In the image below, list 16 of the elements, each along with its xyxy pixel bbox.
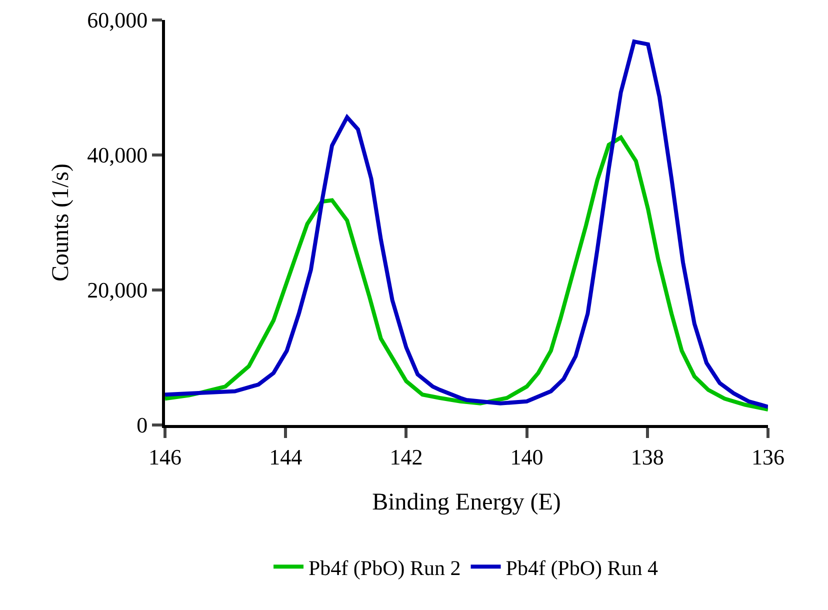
x-tick-label: 142 (390, 444, 423, 470)
x-tick-label: 140 (510, 444, 544, 470)
x-axis-title: Binding Energy (E) (372, 490, 561, 516)
y-tick-label: 40,000 (87, 142, 148, 168)
legend-label: Pb4f (PbO) Run 4 (506, 556, 659, 580)
x-tick-label: 146 (148, 444, 182, 470)
x-tick-label: 136 (752, 444, 784, 470)
line-series (165, 40, 768, 409)
y-axis-title: Counts (1/s) (48, 163, 74, 282)
line-series (165, 135, 768, 412)
y-tick-label: 0 (136, 412, 148, 438)
y-tick-label: 60,000 (87, 8, 148, 33)
y-tick-label: 20,000 (87, 278, 148, 303)
x-tick-label: 144 (269, 444, 302, 470)
legend-label: Pb4f (PbO) Run 2 (308, 556, 461, 580)
x-tick-label: 138 (630, 444, 664, 470)
